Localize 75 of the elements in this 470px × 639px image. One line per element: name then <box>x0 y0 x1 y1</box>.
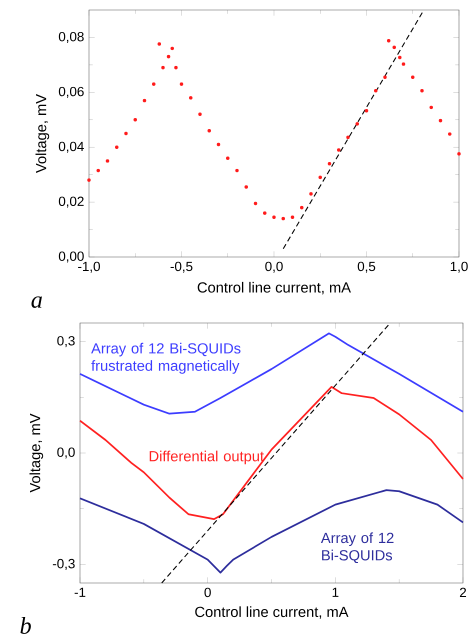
x-tick-label: -1 <box>74 588 86 597</box>
y-tick-label: 0,04 <box>58 142 84 153</box>
y-tick-label: 0,02 <box>58 196 84 208</box>
x-axis-title: Control line current, mA <box>198 282 351 294</box>
x-tick-label: 1,0 <box>450 262 468 273</box>
point <box>161 66 165 70</box>
point <box>208 129 211 132</box>
y-tick-label: 0,00 <box>58 251 84 263</box>
y-axis-title: Voltage, mV <box>29 414 44 492</box>
point <box>87 178 91 182</box>
point <box>134 118 137 122</box>
point <box>235 168 239 172</box>
line-series <box>79 386 464 520</box>
series-label: Array of 12 Bi-SQUIDs <box>320 532 394 564</box>
text: b <box>20 616 31 634</box>
point <box>115 145 118 149</box>
series-label: Array of 12 Bi-SQUIDs frustrated magnetically <box>91 342 240 374</box>
point <box>318 176 322 180</box>
point <box>272 215 276 219</box>
point <box>411 76 414 79</box>
point <box>309 192 313 196</box>
x-tick-label: 0,0 <box>265 262 283 273</box>
point <box>337 148 340 152</box>
point <box>290 215 294 219</box>
y-axis-title: Voltage, mV <box>36 94 50 173</box>
point <box>244 185 248 189</box>
x-tick-label: 0,5 <box>358 262 376 273</box>
point <box>402 62 406 66</box>
point <box>457 152 461 156</box>
point <box>96 168 100 172</box>
point <box>383 76 387 79</box>
y-tick-label: 0,08 <box>58 32 84 43</box>
line-series <box>79 489 464 574</box>
point <box>398 56 402 60</box>
point <box>152 82 156 86</box>
x-tick-label: 0 <box>204 588 211 598</box>
point <box>386 39 390 42</box>
x-tick-label: -1,0 <box>78 262 100 273</box>
point <box>198 112 202 116</box>
point <box>430 106 433 110</box>
point <box>282 216 285 220</box>
point <box>180 82 184 86</box>
y-tick-label: -0,3 <box>52 558 75 570</box>
point <box>392 46 396 50</box>
y-tick-label: 0,3 <box>57 336 75 348</box>
point <box>226 156 230 160</box>
x-axis-title: Control line current, mA <box>195 606 348 619</box>
point <box>420 88 424 92</box>
point <box>158 42 162 46</box>
point <box>263 211 266 215</box>
point <box>448 132 452 136</box>
point <box>189 96 192 100</box>
point <box>346 136 350 140</box>
point <box>374 88 378 92</box>
point <box>106 159 110 163</box>
point <box>124 132 128 136</box>
series-label: Differential output <box>150 450 264 464</box>
point <box>216 142 220 146</box>
point <box>254 202 258 206</box>
point <box>174 66 178 70</box>
point <box>438 118 442 122</box>
y-tick-label: 0,06 <box>58 86 84 98</box>
text: a <box>32 296 42 308</box>
point <box>142 98 146 102</box>
x-tick-label: 2 <box>460 588 466 598</box>
point <box>364 108 368 112</box>
x-tick-label: -0,5 <box>170 262 192 273</box>
y-tick-label: 0,0 <box>57 447 75 459</box>
line-series <box>79 332 464 414</box>
point <box>356 122 359 126</box>
point <box>300 206 304 210</box>
x-tick-label: 1 <box>332 588 338 597</box>
point <box>328 162 332 166</box>
point <box>170 46 174 50</box>
point <box>166 54 170 58</box>
